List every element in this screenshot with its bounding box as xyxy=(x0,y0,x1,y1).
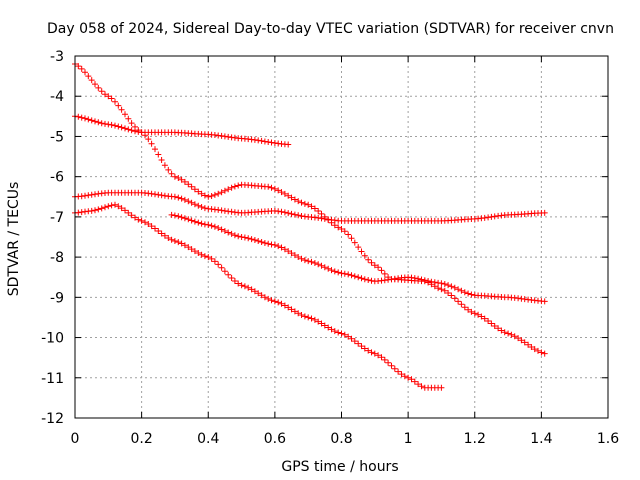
x-tick-label: 0.6 xyxy=(264,431,286,447)
x-tick-label: 0.8 xyxy=(330,431,352,447)
y-axis-label: SDTVAR / TECUs xyxy=(6,182,22,297)
y-tick-label: -8 xyxy=(50,250,64,266)
chart: -3 -4 -5 -6 -7 -8 -9 -10 -11 -12 0 0.2 0.4 0.6 0.8 1 1.… xyxy=(0,0,640,480)
series-markers-s4 xyxy=(72,202,444,391)
series-markers-s1 xyxy=(72,61,548,357)
y-tick-label: -10 xyxy=(41,331,64,347)
x-axis-label: GPS time / hours xyxy=(281,459,398,475)
x-tick-label: 0 xyxy=(71,431,80,447)
x-tick-label: 1.6 xyxy=(597,431,619,447)
y-tick-label: -6 xyxy=(50,170,64,186)
y-tick-label: -12 xyxy=(41,411,64,427)
chart-title: Day 058 of 2024, Sidereal Day-to-day VTE… xyxy=(47,21,614,37)
y-tick-label: -5 xyxy=(50,129,64,145)
x-tick-labels: 0 0.2 0.4 0.6 0.8 1 1.2 1.4 1.6 xyxy=(71,431,620,447)
x-tick-label: 0.4 xyxy=(197,431,219,447)
x-tick-label: 0.2 xyxy=(130,431,152,447)
y-tick-label: -4 xyxy=(50,89,64,105)
series-markers-s5 xyxy=(169,212,548,305)
x-tick-label: 1 xyxy=(404,431,413,447)
y-tick-label: -9 xyxy=(50,290,64,306)
x-tick-label: 1.4 xyxy=(530,431,552,447)
series-markers-s2 xyxy=(72,113,291,147)
y-tick-labels: -3 -4 -5 -6 -7 -8 -9 -10 -11 -12 xyxy=(41,49,64,427)
grid-lines xyxy=(75,56,608,418)
y-tick-label: -3 xyxy=(50,49,64,65)
data-markers xyxy=(72,61,548,391)
y-tick-label: -11 xyxy=(41,371,64,387)
y-tick-label: -7 xyxy=(50,210,64,226)
x-tick-label: 1.2 xyxy=(464,431,486,447)
